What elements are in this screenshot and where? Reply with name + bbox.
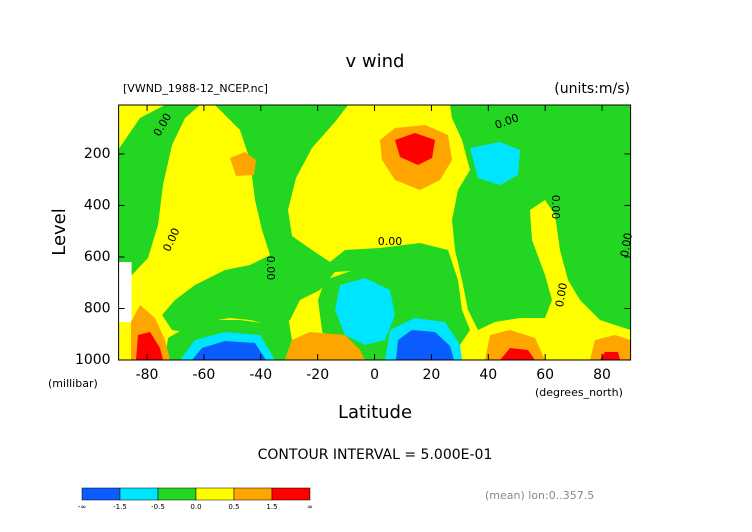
- y-axis-label: Level: [49, 208, 70, 256]
- region: [590, 335, 631, 360]
- missing-region: [118, 262, 132, 322]
- x-tick-label: -40: [249, 367, 272, 383]
- x-tick-label: 0: [370, 367, 379, 383]
- colorbar-swatch: [233, 487, 273, 501]
- contour-label: 0.00: [549, 195, 562, 220]
- contour-label: 0.00: [553, 282, 570, 308]
- colorbar-swatch: [195, 487, 235, 501]
- region: [395, 133, 435, 165]
- colorbar-swatch: [119, 487, 159, 501]
- region: [162, 105, 470, 345]
- x-tick-label: 20: [423, 367, 441, 383]
- colorbar-label: ∞: [307, 503, 313, 511]
- contour-label: 0.00: [618, 232, 635, 258]
- x-tick-label: -60: [192, 367, 215, 383]
- x-axis-label: Latitude: [338, 402, 412, 423]
- contour-label: 0.00: [378, 235, 403, 248]
- subtitle: [VWND_1988-12_NCEP.nc]: [123, 82, 268, 95]
- x-tick-label: 60: [536, 367, 554, 383]
- x-tick-label: 80: [593, 367, 611, 383]
- region: [600, 352, 620, 360]
- contour-interval: CONTOUR INTERVAL = 5.000E-01: [258, 447, 493, 463]
- x-tick-label: -80: [136, 367, 159, 383]
- chart-title: v wind: [346, 51, 405, 72]
- region: [118, 105, 200, 275]
- y-tick-label: 400: [84, 197, 111, 213]
- region: [335, 278, 395, 345]
- region: [285, 332, 365, 360]
- region: [485, 330, 545, 360]
- colorbar-swatch: [271, 487, 311, 501]
- colorbar-label: -∞: [78, 503, 86, 511]
- x-tick-label: -20: [306, 367, 329, 383]
- region: [192, 341, 266, 360]
- colorbar-label: -0.5: [151, 503, 165, 511]
- mean-note: (mean) lon:0..357.5: [485, 489, 594, 502]
- x-tick-label: 40: [479, 367, 497, 383]
- units: (units:m/s): [554, 81, 630, 97]
- region: [136, 332, 163, 360]
- region: [470, 142, 520, 185]
- colorbar-label: 0.5: [228, 503, 239, 511]
- y-tick-label: 200: [84, 146, 111, 162]
- colorbar-swatch: [81, 487, 121, 501]
- colorbar-label: 0.0: [190, 503, 201, 511]
- colorbar-swatch: [157, 487, 197, 501]
- colorbar-label: 1.5: [266, 503, 277, 511]
- colorbar-label: -1.5: [113, 503, 127, 511]
- y-tick-label: 800: [84, 300, 111, 316]
- region: [230, 152, 256, 176]
- contour-fill: [118, 104, 632, 361]
- x-axis-units: (degrees_north): [535, 386, 623, 399]
- region: [396, 330, 454, 360]
- y-tick-label: 1000: [75, 352, 111, 368]
- region: [500, 348, 535, 360]
- y-tick-label: 600: [84, 249, 111, 265]
- contour-label: 0.00: [264, 256, 277, 281]
- y-axis-units: (millibar): [48, 377, 98, 390]
